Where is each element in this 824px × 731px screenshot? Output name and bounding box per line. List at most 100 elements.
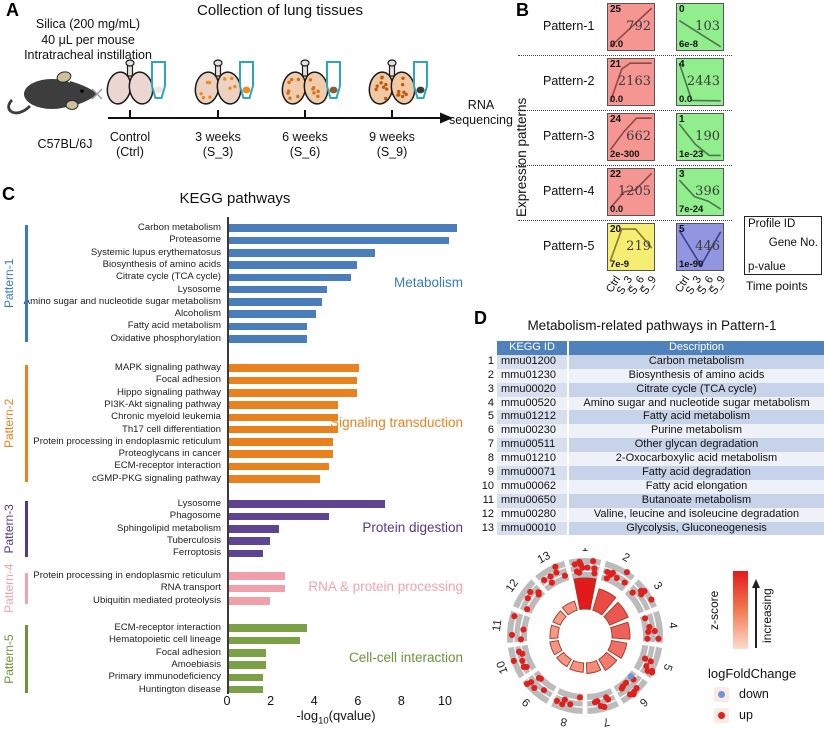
pathway-bar bbox=[228, 661, 266, 669]
time-points-label: Time points bbox=[746, 279, 808, 293]
pathway-row: Biosynthesis of amino acids bbox=[0, 259, 470, 271]
pathway-label: Huntington disease bbox=[138, 683, 221, 695]
z-score-wedge bbox=[585, 659, 602, 674]
row-separator bbox=[518, 55, 732, 56]
pathway-bar bbox=[228, 224, 458, 232]
kegg-id-cell: mmu00020 bbox=[497, 382, 567, 397]
description-cell: Fatty acid metabolism bbox=[569, 410, 824, 425]
pathway-label: Amino sugar and nucleotide sugar metabol… bbox=[23, 295, 221, 307]
row-number: 3 bbox=[487, 382, 494, 395]
profile-id: 22 bbox=[610, 169, 622, 180]
row-number: 8 bbox=[487, 452, 494, 465]
pathway-row: Amoebiasis bbox=[0, 659, 470, 671]
rna-sequencing-label: RNA sequencing bbox=[449, 98, 513, 127]
timepoint-label: Control (Ctrl) bbox=[86, 130, 174, 160]
pathway-bar bbox=[228, 285, 327, 294]
category-annotation: RNA & protein processing bbox=[308, 579, 463, 595]
sector-number-label: 8 bbox=[559, 715, 568, 728]
pathway-label: Carbon metabolism bbox=[137, 222, 221, 233]
circle-sector: 5 bbox=[607, 640, 674, 679]
sector-number-label: 11 bbox=[491, 619, 504, 632]
up-gene-dot bbox=[641, 615, 649, 622]
pathway-label: ECM-receptor interaction bbox=[114, 622, 221, 633]
x-axis-tick: 6 bbox=[354, 694, 362, 708]
up-dot-icon bbox=[714, 708, 729, 723]
description-cell: Carbon metabolism bbox=[569, 354, 824, 369]
pathway-row: Hematopoietic cell lineage bbox=[0, 634, 470, 646]
pathway-row: Citrate cycle (TCA cycle) bbox=[0, 271, 470, 283]
profile-id: 21 bbox=[610, 59, 622, 70]
mouse-strain-label: C57BL/6J bbox=[37, 137, 93, 151]
up-label: up bbox=[739, 708, 753, 722]
pathway-bar bbox=[228, 673, 264, 682]
pathway-label: Biosynthesis of amino acids bbox=[102, 258, 221, 270]
p-value: 7e-9 bbox=[610, 259, 630, 270]
circle-sector: 4 bbox=[610, 610, 679, 643]
pathway-bar bbox=[228, 248, 375, 257]
up-gene-dot bbox=[648, 669, 656, 676]
table-row: 11 mmu00650 Butanoate metabolism bbox=[478, 493, 824, 508]
kegg-id-cell: mmu00650 bbox=[497, 493, 567, 508]
up-gene-dot bbox=[552, 563, 559, 570]
up-gene-dot bbox=[641, 655, 649, 662]
treatment-line-3: Intratracheal instillation bbox=[24, 48, 152, 62]
profile-box: 20 219 7e-9 bbox=[607, 223, 655, 271]
z-score-gradient-bar bbox=[733, 571, 748, 649]
pathway-bar bbox=[228, 401, 338, 409]
kegg-chart-title: KEGG pathways bbox=[179, 190, 291, 207]
profile-box: 1 190 1e-23 bbox=[676, 113, 724, 161]
pattern-group-line bbox=[25, 365, 28, 482]
mouse-icon bbox=[7, 71, 103, 115]
lung-tube-icon bbox=[106, 59, 154, 118]
p-value: 0.0 bbox=[610, 204, 624, 215]
z-score-wedge bbox=[610, 621, 631, 640]
pathway-row: Lysosome bbox=[0, 284, 470, 296]
pathway-label: Ferroptosis bbox=[173, 547, 221, 559]
x-axis-tick: 2 bbox=[267, 694, 275, 708]
row-number: 9 bbox=[487, 466, 494, 479]
pathway-bar bbox=[228, 273, 351, 282]
row-number: 6 bbox=[487, 424, 494, 437]
expression-patterns-axis-label: Expression patterns bbox=[514, 97, 529, 217]
description-cell: Valine, leucine and isoleucine degradati… bbox=[569, 507, 824, 522]
pathway-row: PI3K-Akt signaling pathway bbox=[0, 399, 470, 411]
up-gene-dot bbox=[531, 684, 538, 692]
pathway-row: ECM-receptor interaction bbox=[0, 460, 470, 472]
pathway-label: Focal adhesion bbox=[155, 646, 221, 658]
up-gene-dot bbox=[523, 606, 531, 613]
pathway-bar bbox=[228, 537, 270, 545]
table-row: 2 mmu01230 Biosynthesis of amino acids bbox=[478, 368, 824, 383]
pathway-row: ECM-receptor interaction bbox=[0, 622, 470, 634]
table-row: 7 mmu00511 Other glycan degradation bbox=[478, 438, 824, 453]
circle-sector: 9 bbox=[520, 651, 572, 708]
up-gene-dot bbox=[567, 701, 574, 708]
table-row: 9 mmu00071 Fatty acid degradation bbox=[478, 466, 824, 480]
pathway-label: Proteoglycans in cancer bbox=[118, 448, 221, 460]
pathway-bar bbox=[228, 636, 301, 645]
up-gene-dot bbox=[523, 663, 530, 671]
p-value: 0.0 bbox=[610, 39, 624, 50]
row-separator bbox=[518, 165, 732, 166]
pathway-bar bbox=[228, 236, 449, 245]
sector-number-label: 2 bbox=[620, 551, 631, 565]
panel-d-label: D bbox=[474, 308, 487, 328]
pathway-bar bbox=[228, 298, 323, 306]
pathway-row: Focal adhesion bbox=[0, 374, 470, 386]
pathway-bar bbox=[228, 462, 329, 471]
pathway-label: Phagosome bbox=[169, 510, 221, 522]
row-number: 12 bbox=[481, 507, 494, 520]
gene-count: 103 bbox=[695, 19, 720, 34]
kegg-id-cell: mmu01212 bbox=[497, 410, 567, 425]
table-row: 5 mmu01212 Fatty acid metabolism bbox=[478, 410, 824, 425]
pathway-bar bbox=[228, 388, 358, 397]
kegg-id-cell: mmu00062 bbox=[497, 479, 567, 494]
up-gene-dot bbox=[510, 657, 517, 665]
pathway-bar bbox=[228, 450, 334, 459]
pathway-row: Proteoglycans in cancer bbox=[0, 448, 470, 460]
timepoint-line2: (Ctrl) bbox=[116, 145, 144, 159]
table-row: 3 mmu00020 Citrate cycle (TCA cycle) bbox=[478, 382, 824, 397]
panel-a-title: Collection of lung tissues bbox=[197, 2, 363, 19]
pathway-row: Protein processing in endoplasmic reticu… bbox=[0, 436, 470, 448]
row-separator bbox=[518, 110, 732, 111]
kegg-id-cell: mmu00520 bbox=[497, 396, 567, 411]
